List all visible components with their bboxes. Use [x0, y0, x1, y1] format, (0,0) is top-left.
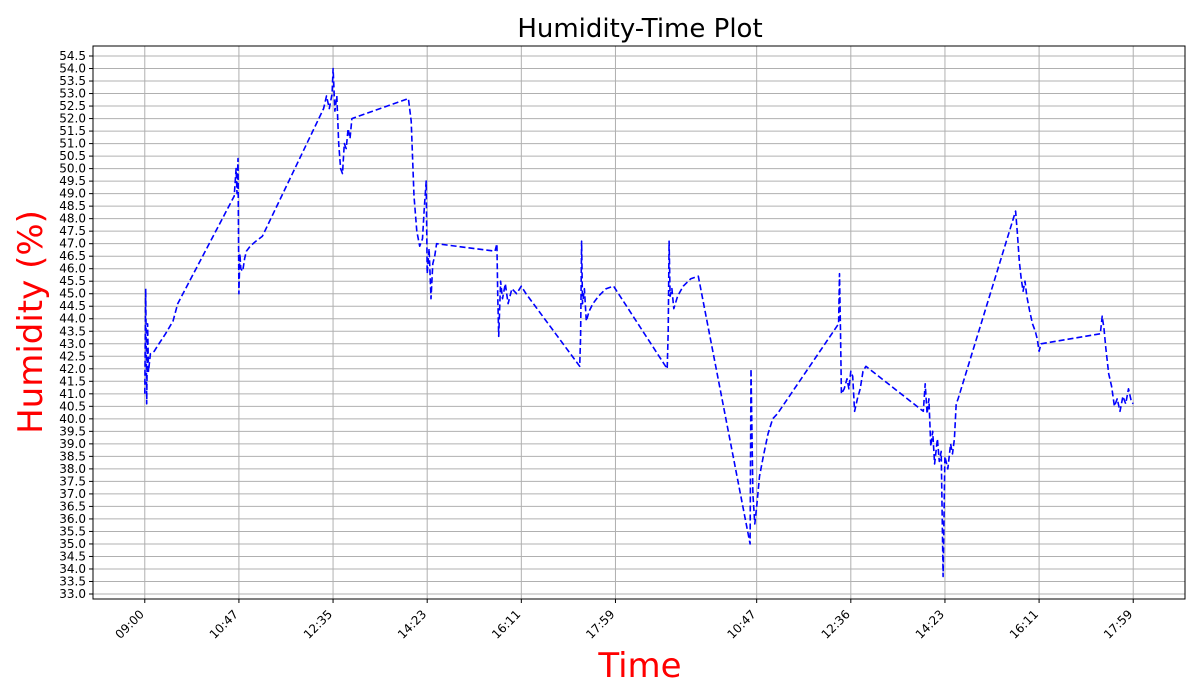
y-tick-label: 44.5: [59, 299, 86, 313]
y-tick-label: 40.0: [59, 412, 86, 426]
y-tick-label: 45.5: [59, 274, 86, 288]
y-tick-label: 51.0: [59, 137, 86, 151]
y-tick-label: 47.0: [59, 237, 86, 251]
x-tick-label: 12:36: [819, 607, 853, 641]
x-tick-label: 10:47: [724, 607, 758, 641]
y-tick-label: 37.0: [59, 487, 86, 501]
y-axis-label: Humidity (%): [11, 210, 51, 434]
y-tick-label: 48.0: [59, 212, 86, 226]
y-tick-label: 41.0: [59, 387, 86, 401]
y-tick-label: 35.5: [59, 524, 86, 538]
y-tick-label: 37.5: [59, 474, 86, 488]
y-tick-label: 38.5: [59, 449, 86, 463]
x-tick-label: 16:11: [1007, 607, 1041, 641]
x-axis-ticks: 09:00 10:47 12:35 14:23 16:11 17:59 10:47 12:36…: [113, 599, 1135, 642]
humidity-series-line: [144, 67, 1134, 578]
y-tick-label: 54.0: [59, 62, 86, 76]
y-tick-label: 34.5: [59, 549, 86, 563]
y-tick-label: 50.5: [59, 149, 86, 163]
y-tick-label: 51.5: [59, 124, 86, 138]
y-tick-label: 33.0: [59, 587, 86, 601]
x-axis-label: Time: [597, 646, 681, 686]
series-layer: [144, 67, 1134, 578]
y-tick-label: 54.5: [59, 49, 86, 63]
chart-title: Humidity-Time Plot: [517, 14, 762, 44]
x-tick-label: 12:35: [301, 607, 335, 641]
y-tick-label: 43.0: [59, 337, 86, 351]
y-tick-label: 33.5: [59, 574, 86, 588]
y-tick-label: 52.5: [59, 99, 86, 113]
y-tick-label: 52.0: [59, 112, 86, 126]
y-tick-label: 42.5: [59, 349, 86, 363]
x-tick-label: 09:00: [113, 607, 147, 641]
y-tick-label: 44.0: [59, 312, 86, 326]
y-tick-label: 39.5: [59, 424, 86, 438]
y-tick-label: 53.5: [59, 74, 86, 88]
x-tick-label: 16:11: [489, 607, 523, 641]
x-tick-label: 10:47: [207, 607, 241, 641]
y-tick-label: 47.5: [59, 224, 86, 238]
y-tick-label: 35.0: [59, 537, 86, 551]
y-tick-label: 40.5: [59, 399, 86, 413]
y-tick-label: 36.0: [59, 512, 86, 526]
plot-frame: [92, 45, 1186, 600]
y-tick-label: 36.5: [59, 499, 86, 513]
y-tick-label: 42.0: [59, 362, 86, 376]
x-tick-label: 17:59: [583, 607, 617, 641]
x-tick-label: 14:23: [913, 607, 947, 641]
y-axis-ticks: 33.033.534.034.535.035.536.036.537.037.5…: [59, 49, 93, 601]
y-tick-label: 43.5: [59, 324, 86, 338]
x-tick-label: 14:23: [395, 607, 429, 641]
y-tick-label: 53.0: [59, 87, 86, 101]
y-tick-label: 48.5: [59, 199, 86, 213]
y-tick-label: 49.5: [59, 174, 86, 188]
x-tick-label: 17:59: [1101, 607, 1135, 641]
grid-lines: [93, 46, 1185, 599]
y-tick-label: 46.0: [59, 262, 86, 276]
y-tick-label: 49.0: [59, 187, 86, 201]
y-tick-label: 38.0: [59, 462, 86, 476]
y-tick-label: 41.5: [59, 374, 86, 388]
y-tick-label: 50.0: [59, 162, 86, 176]
y-tick-label: 39.0: [59, 437, 86, 451]
y-tick-label: 46.5: [59, 249, 86, 263]
y-tick-label: 45.0: [59, 287, 86, 301]
y-tick-label: 34.0: [59, 562, 86, 576]
